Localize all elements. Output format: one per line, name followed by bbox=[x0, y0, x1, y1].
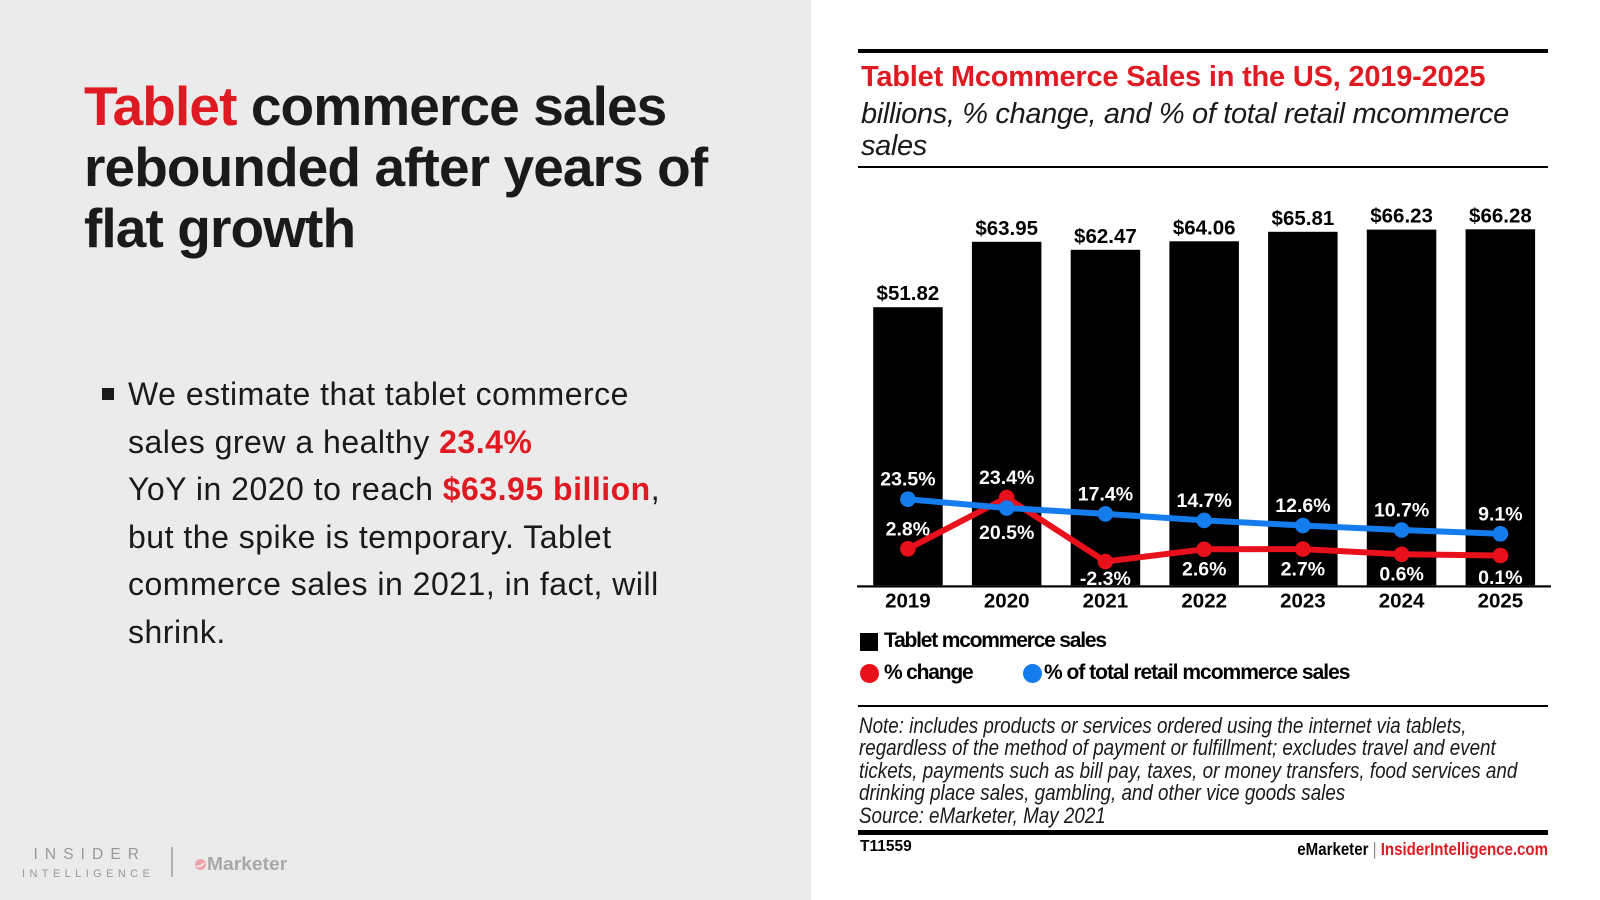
svg-text:2023: 2023 bbox=[1280, 590, 1326, 613]
svg-text:12.6%: 12.6% bbox=[1275, 495, 1330, 517]
svg-text:14.7%: 14.7% bbox=[1177, 490, 1232, 512]
svg-text:2.7%: 2.7% bbox=[1281, 559, 1325, 581]
svg-text:23.4%: 23.4% bbox=[979, 467, 1034, 489]
svg-text:$51.82: $51.82 bbox=[877, 282, 940, 305]
svg-text:23.5%: 23.5% bbox=[880, 469, 935, 491]
svg-text:2025: 2025 bbox=[1478, 590, 1524, 613]
svg-text:$66.23: $66.23 bbox=[1370, 205, 1433, 228]
svg-text:0.6%: 0.6% bbox=[1379, 564, 1423, 586]
svg-text:9.1%: 9.1% bbox=[1478, 503, 1522, 525]
svg-text:$65.81: $65.81 bbox=[1272, 207, 1335, 230]
svg-text:20.5%: 20.5% bbox=[979, 522, 1034, 544]
svg-text:2020: 2020 bbox=[984, 590, 1030, 613]
svg-text:2021: 2021 bbox=[1083, 590, 1129, 613]
svg-text:2022: 2022 bbox=[1181, 590, 1227, 613]
svg-text:2019: 2019 bbox=[885, 590, 931, 613]
svg-text:$63.95: $63.95 bbox=[975, 217, 1038, 240]
svg-text:2024: 2024 bbox=[1379, 590, 1425, 613]
svg-text:0.1%: 0.1% bbox=[1478, 567, 1522, 589]
svg-text:2.8%: 2.8% bbox=[886, 518, 930, 540]
svg-text:17.4%: 17.4% bbox=[1078, 483, 1133, 505]
svg-text:2.6%: 2.6% bbox=[1182, 559, 1226, 581]
svg-text:-2.3%: -2.3% bbox=[1080, 568, 1131, 590]
svg-text:$62.47: $62.47 bbox=[1074, 225, 1137, 248]
svg-text:$64.06: $64.06 bbox=[1173, 216, 1236, 239]
svg-text:10.7%: 10.7% bbox=[1374, 500, 1429, 522]
svg-text:$66.28: $66.28 bbox=[1469, 204, 1532, 227]
